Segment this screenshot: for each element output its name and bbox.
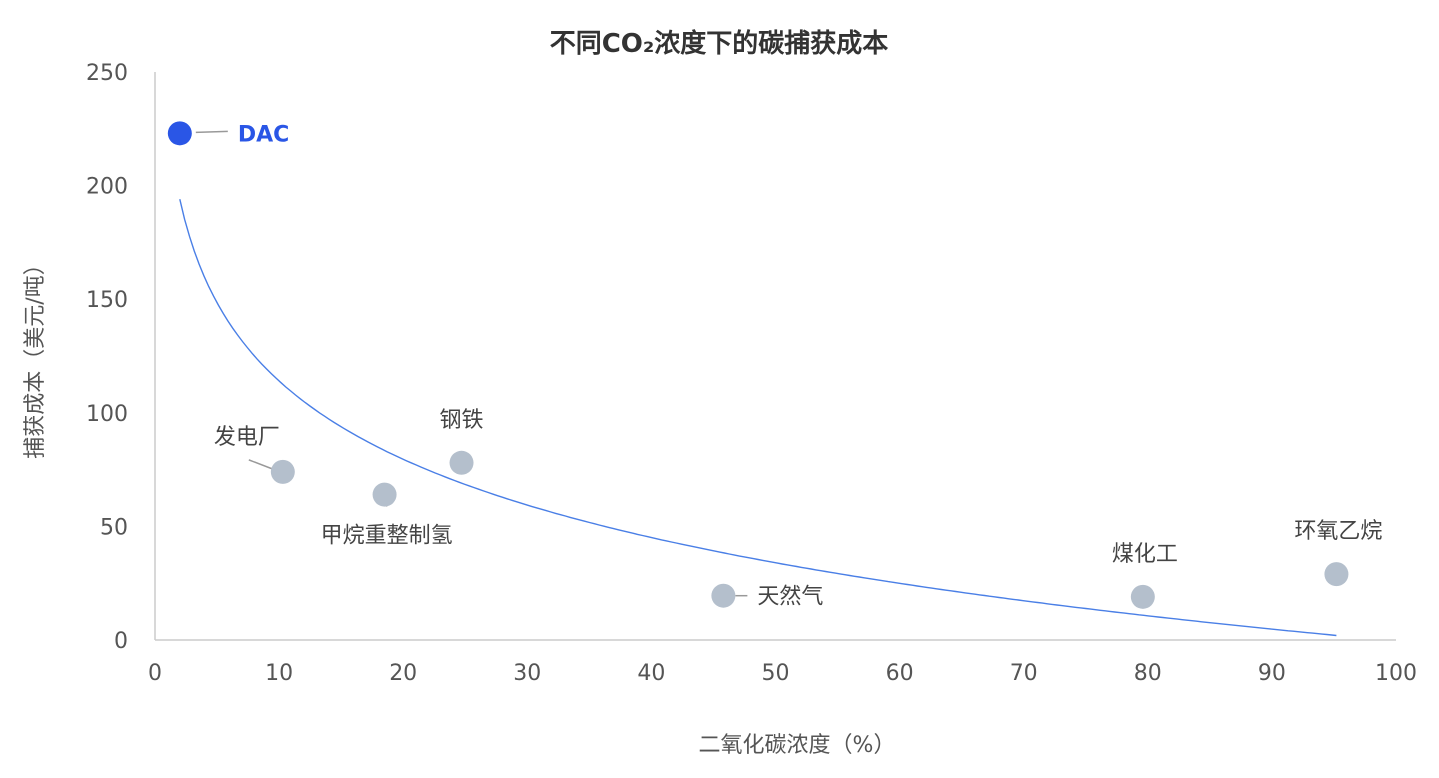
label-connectors	[195, 130, 748, 597]
label-connector	[195, 130, 228, 134]
point-label: 煤化工	[1112, 542, 1178, 567]
data-point	[372, 482, 397, 507]
y-tick-label: 150	[86, 288, 128, 313]
point-label: 环氧乙烷	[1294, 519, 1382, 544]
y-tick-label: 250	[86, 61, 128, 86]
x-tick-label: 100	[1375, 661, 1417, 686]
x-tick-label: 50	[762, 661, 790, 686]
y-tick-label: 100	[86, 402, 128, 427]
data-point	[449, 450, 474, 475]
x-tick-label: 80	[1134, 661, 1162, 686]
x-tick-label: 70	[1010, 661, 1038, 686]
x-tick-label: 90	[1258, 661, 1286, 686]
label-connector	[248, 459, 276, 471]
trendline	[179, 199, 1337, 637]
y-tick-labels: 0 50 100 150 200 250	[86, 61, 128, 654]
point-label: 发电厂	[214, 425, 280, 450]
x-tick-label: 60	[886, 661, 914, 686]
data-point	[167, 121, 192, 146]
x-tick-label: 30	[513, 661, 541, 686]
y-axis-title: 捕获成本（美元/吨）	[23, 253, 48, 458]
x-tick-label: 20	[389, 661, 417, 686]
data-points	[167, 121, 1349, 609]
point-label: 甲烷重整制氢	[321, 524, 453, 549]
x-tick-labels: 0 10 20 30 40 50 60 70 80 90 100	[148, 661, 1417, 686]
data-point	[270, 459, 295, 484]
y-tick-label: 0	[114, 629, 128, 654]
chart-title: 不同CO₂浓度下的碳捕获成本	[550, 28, 889, 59]
point-label: 钢铁	[440, 408, 484, 433]
data-point	[1130, 584, 1155, 609]
x-axis-title: 二氧化碳浓度（%）	[699, 733, 896, 758]
y-tick-label: 200	[86, 175, 128, 200]
point-label: DAC	[238, 122, 289, 147]
data-point	[1324, 562, 1349, 587]
y-tick-label: 50	[100, 515, 128, 540]
x-tick-label: 0	[148, 661, 162, 686]
x-tick-label: 40	[637, 661, 665, 686]
x-tick-label: 10	[265, 661, 293, 686]
data-point	[711, 583, 736, 608]
point-label: 天然气	[757, 585, 823, 610]
